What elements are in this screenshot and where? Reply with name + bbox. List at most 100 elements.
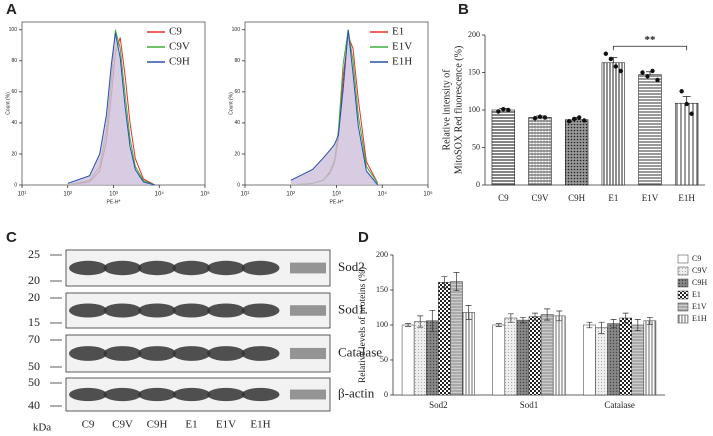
panel-label: D: [358, 229, 369, 246]
x-tick-label: E1: [608, 193, 618, 203]
x-axis-label: PE-H*: [107, 199, 121, 205]
blot-band: [241, 387, 280, 402]
error-bar: [634, 319, 641, 331]
y-axis-label: Relative intensity of: [441, 69, 452, 151]
bar: [583, 324, 596, 396]
blot-band: [207, 387, 245, 402]
error-bar: [405, 323, 412, 327]
y-axis-label: MitoSOX Red fluorescence (%): [453, 46, 464, 175]
bar: [401, 324, 415, 396]
blot-band: [69, 260, 107, 276]
error-bar: [465, 305, 472, 320]
bar: [492, 324, 506, 396]
marker-label: 50: [28, 375, 40, 389]
bar: [564, 119, 589, 186]
data-point: [576, 115, 582, 120]
y-tick-label: 150: [468, 67, 480, 76]
bar: [607, 323, 620, 396]
y-tick-label: 150: [376, 285, 388, 294]
blot-band: [172, 346, 211, 361]
bar: [491, 109, 516, 186]
legend-label: C9H: [169, 56, 190, 68]
legend-label: C9V: [692, 266, 707, 275]
error-bar: [507, 313, 514, 323]
legend-label: E1: [392, 26, 404, 38]
y-tick-label: 100: [376, 320, 388, 329]
x-tick-label: 10⁵: [423, 191, 433, 198]
blot-band: [103, 260, 142, 276]
bar: [552, 315, 566, 396]
bar: [516, 319, 530, 396]
data-point: [506, 107, 511, 113]
error-bar: [610, 319, 617, 329]
protein-label: β-actin: [338, 385, 375, 400]
blot-band: [103, 346, 142, 361]
x-tick-label: 10³: [332, 192, 341, 198]
y-axis-label: Count (%): [5, 92, 11, 115]
x-tick-label: Sod2: [429, 400, 448, 410]
bar: [504, 317, 518, 396]
data-point: [645, 74, 650, 79]
bar: [631, 324, 645, 396]
blot-band-tail: [290, 389, 326, 400]
x-tick-label: Sod1: [520, 400, 539, 410]
error-bar: [495, 323, 502, 327]
panel-label: A: [6, 1, 17, 18]
data-point: [571, 116, 577, 122]
y-tick-label: 100: [9, 27, 18, 33]
x-tick-label: 10⁴: [155, 191, 165, 198]
error-bar: [532, 312, 539, 321]
lane-label: E1: [185, 419, 197, 431]
histogram-line: [67, 32, 155, 186]
legend-label: E1V: [692, 302, 707, 311]
blot-band: [69, 387, 107, 402]
data-point: [679, 89, 684, 94]
bar: [438, 282, 451, 396]
bar: [450, 281, 463, 396]
legend-swatch: [677, 254, 689, 264]
blot-band: [103, 387, 142, 402]
bar: [619, 317, 633, 396]
y-axis-label: Count (%): [228, 92, 234, 115]
marker-label: 40: [28, 398, 40, 412]
unit-label: kDa: [33, 422, 51, 434]
y-tick-label: 20: [11, 151, 17, 157]
x-tick-label: C9V: [531, 193, 549, 203]
data-point: [501, 107, 506, 112]
protein-label: Sod1: [338, 301, 365, 316]
error-bar: [429, 309, 436, 332]
y-tick-label: 100: [468, 105, 480, 114]
data-point: [542, 115, 548, 120]
y-tick-label: 20: [234, 151, 240, 157]
x-tick-label: 10³: [109, 192, 118, 198]
data-point: [496, 109, 501, 114]
error-bar: [586, 321, 593, 329]
x-tick-label: 10⁵: [200, 191, 210, 198]
error-bar: [519, 316, 526, 324]
blot-band: [241, 260, 280, 276]
y-tick-label: 60: [11, 89, 17, 95]
blot-band: [138, 303, 176, 318]
y-tick-label: 50: [380, 355, 388, 364]
histogram-area: [67, 32, 155, 186]
legend-label: E1H: [392, 56, 412, 68]
blot-band-tail: [290, 262, 326, 274]
blot-band: [207, 303, 245, 318]
legend-label: C9: [169, 26, 182, 38]
blot-band: [172, 260, 211, 276]
data-point: [566, 119, 572, 124]
error-bar: [598, 321, 605, 334]
bar: [540, 314, 554, 396]
bar: [601, 62, 626, 186]
legend-label: C9H: [692, 278, 707, 287]
y-tick-label: 40: [234, 120, 240, 126]
data-point: [581, 118, 587, 123]
protein-label: Sod2: [338, 259, 365, 274]
legend-swatch: [677, 290, 689, 300]
legend-label: E1V: [392, 41, 412, 53]
panel-label: B: [458, 1, 469, 18]
marker-label: 20: [28, 290, 40, 304]
y-tick-label: 100: [232, 27, 241, 33]
legend-label: C9V: [169, 41, 190, 53]
